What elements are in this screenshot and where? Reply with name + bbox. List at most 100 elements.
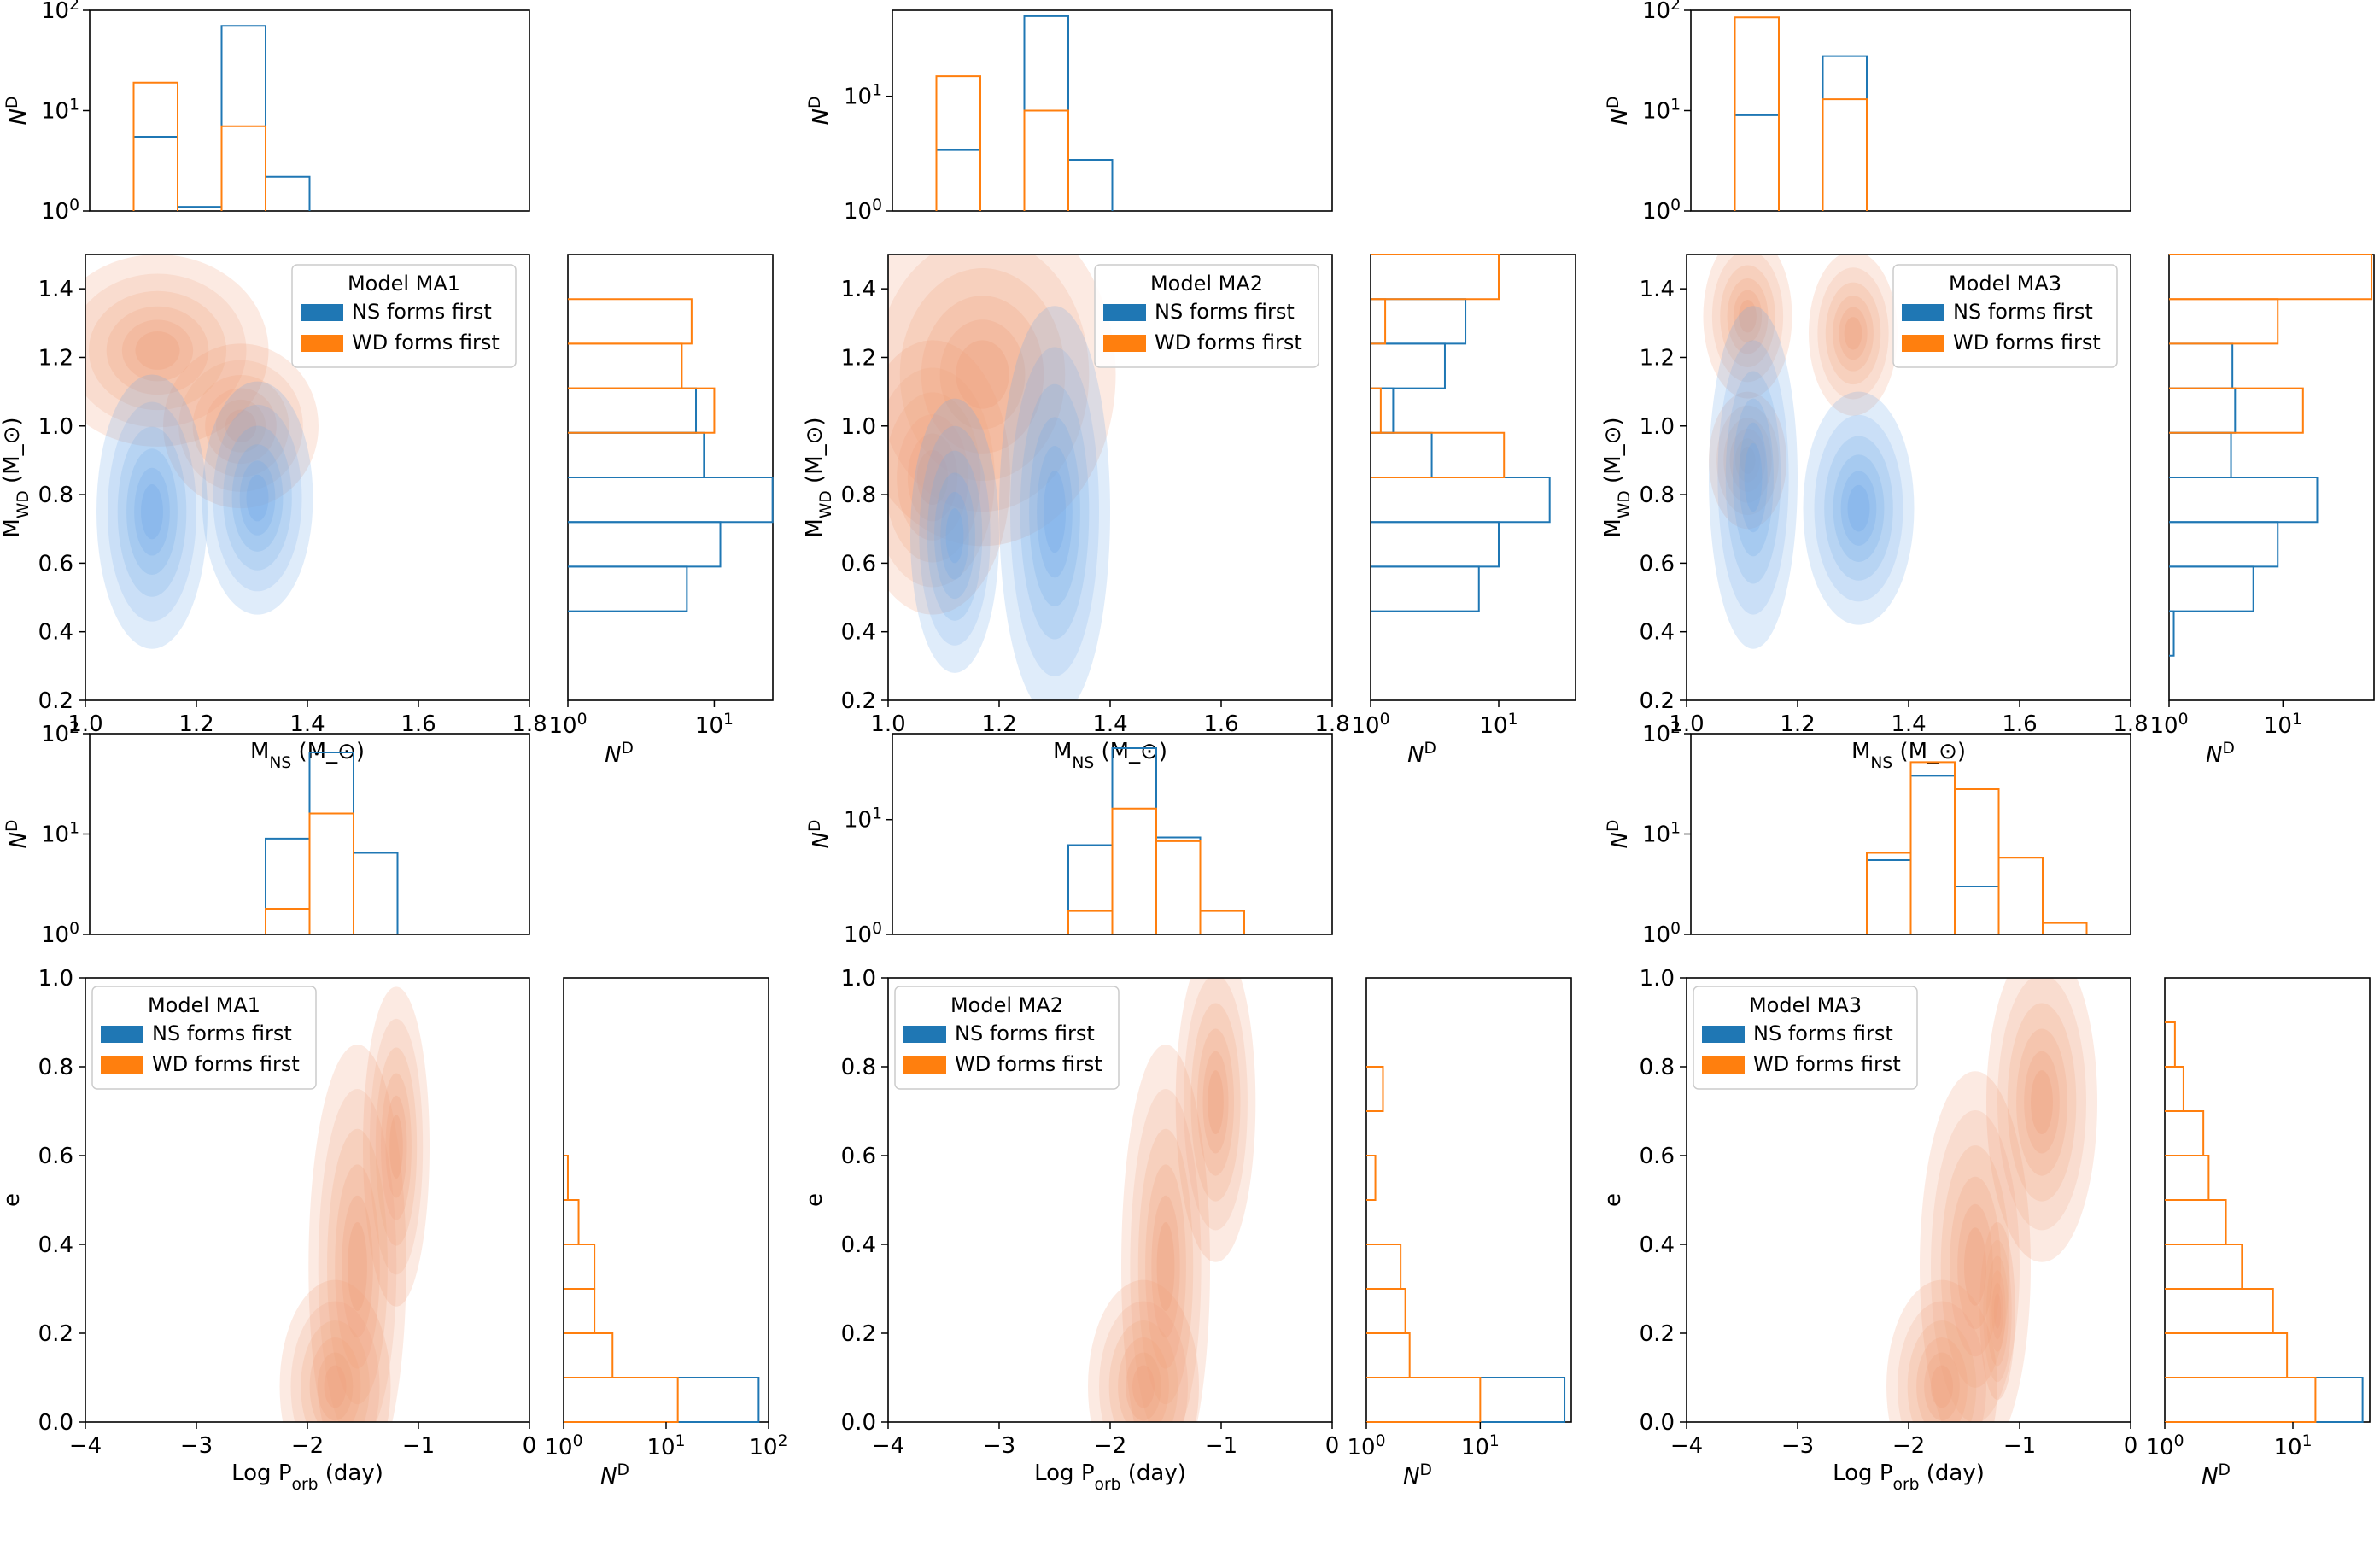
top-y-axis-label: ND (806, 97, 835, 126)
kde-ns-0-level-5 (246, 474, 269, 522)
top-ns-bar-3 (265, 175, 311, 211)
top-y-tick-label: 101 (844, 805, 882, 834)
kde-ns-0-level-2 (223, 425, 292, 571)
kde-layer (1703, 255, 1915, 649)
kde-wd-1-level-1 (178, 360, 303, 492)
kde-wd-1-level-0 (1920, 1071, 2031, 1422)
y-axis-label: e (1600, 1193, 1626, 1207)
y-axis-label: e (802, 1193, 827, 1207)
kde-ns-1-level-3 (1733, 398, 1774, 557)
top-wd-bar-1 (308, 812, 354, 934)
y-tick-label: 0.4 (1640, 1232, 1675, 1258)
legend-ns-swatch (1702, 1026, 1745, 1043)
top-ns-bar-1 (308, 751, 354, 934)
kde-wd-0-level-0 (888, 255, 1116, 547)
kde-wd-2-level-3 (381, 1073, 412, 1220)
kde-wd-0-level-0 (1886, 1279, 1997, 1422)
kde-layer (1886, 978, 2097, 1422)
right-wd-bar-3 (564, 1244, 596, 1290)
kde-ns-0-level-5 (1044, 470, 1066, 553)
kde-wd-0-level-2 (301, 1320, 370, 1422)
kde-ns-0-level-5 (1847, 484, 1870, 532)
kde-wd-1-level-3 (1729, 428, 1766, 492)
kde-wd-0-level-1 (1711, 255, 1784, 383)
kde-wd-0-level-2 (899, 268, 1066, 482)
panel-3-mass: 1.0 1.2 1.4 1.6 1.80.20.40.60.81.01.21.4MNS … (1600, 0, 2375, 772)
top-ns-bar-1 (1909, 775, 1956, 934)
legend-wd-label: WD forms first (1953, 331, 2101, 354)
kde-ns-0-level-1 (1814, 414, 1903, 602)
x-tick-label: 1.2 (1780, 711, 1815, 737)
kde-wd-2-level-0 (1175, 978, 1256, 1262)
kde-wd-1-level-4 (215, 399, 266, 453)
right-x-axis-label: ND (2206, 740, 2235, 769)
right-ns-bar-0 (2169, 610, 2175, 657)
legend-ns-label: NS forms first (1953, 300, 2093, 324)
y-tick-label: 0.6 (1640, 551, 1675, 577)
x-axis-label: MNS (M_⊙) (1851, 739, 1966, 772)
legend-box (291, 264, 517, 368)
kde-ns-1-level-5 (945, 508, 964, 564)
legend-title: Model MA2 (950, 993, 1063, 1017)
kde-ns-1-level-0 (910, 398, 999, 673)
y-axis-label: MWD (M_⊙) (1600, 417, 1634, 537)
kde-wd-3-level-3 (1989, 1270, 2006, 1352)
kde-wd-1-level-3 (897, 414, 968, 541)
legend-ns-swatch (903, 1026, 946, 1043)
right-ns-bar-6 (2169, 342, 2234, 389)
kde-wd-0-level-3 (1916, 1337, 1968, 1422)
right-ns-bar-0 (564, 1377, 760, 1423)
legend-box (91, 986, 317, 1090)
kde-wd-1-level-2 (327, 1128, 388, 1405)
top-wd-bar-0 (1067, 910, 1114, 934)
top-ns-bar-0 (935, 149, 981, 211)
legend-title: Model MA1 (148, 993, 260, 1017)
top-wd-bar-0 (265, 908, 311, 934)
kde-wd-0-level-4 (939, 319, 1026, 430)
kde-wd-2-level-4 (1202, 1051, 1229, 1154)
kde-wd-0-level-2 (1720, 265, 1775, 368)
right-wd-bar-4 (564, 1199, 580, 1245)
right-ns-bar-4 (2169, 431, 2232, 478)
right-wd-bar-0 (2165, 1377, 2317, 1423)
kde-wd-0-level-0 (1703, 255, 1792, 399)
top-wd-bar-3 (1199, 910, 1245, 934)
kde-wd-1-level-4 (1734, 438, 1761, 483)
kde-wd-0-level-1 (1898, 1301, 1986, 1422)
y-tick-label: 0.2 (38, 688, 73, 714)
legend-ns-swatch (1103, 304, 1146, 321)
kde-wd-1-level-2 (1723, 418, 1772, 503)
legend-box (1693, 986, 1918, 1090)
kde-ns-1-level-4 (1739, 422, 1768, 533)
right-ns-bar-3 (1371, 431, 1433, 478)
kde-wd-1-level-3 (335, 1164, 380, 1369)
kde-wd-0-level-1 (290, 1301, 380, 1422)
right-wd-bar-0 (1366, 1377, 1482, 1423)
kde-wd-3-level-1 (1983, 1239, 2012, 1383)
kde-wd-0-level-3 (921, 296, 1044, 454)
kde-wd-3-level-0 (1979, 1222, 2015, 1400)
kde-ns-0-level-2 (1824, 436, 1893, 581)
right-wd-bar-5 (2169, 387, 2304, 434)
right-wd-bar-6 (568, 298, 693, 345)
right-ns-bar-4 (1371, 387, 1395, 434)
x-tick-label: 0 (1325, 1433, 1340, 1459)
y-tick-label: 1.4 (1640, 277, 1675, 302)
kde-wd-1-level-0 (1121, 1045, 1210, 1422)
kde-wd-0-level-5 (956, 340, 1009, 409)
right-x-tick-label: 100 (549, 711, 588, 740)
top-ns-bar-2 (1822, 55, 1868, 211)
y-tick-label: 0.8 (841, 483, 876, 508)
top-y-tick-label: 101 (41, 819, 79, 848)
x-tick-label: −4 (872, 1433, 904, 1459)
right-ns-bar-2 (568, 477, 774, 524)
kde-wd-2-level-3 (1196, 1028, 1235, 1176)
kde-ns-0-level-4 (239, 460, 276, 536)
legend-wd-swatch (301, 335, 343, 352)
right-wd-bar-1 (1366, 1332, 1411, 1378)
kde-wd-2-level-3 (2016, 1028, 2067, 1176)
x-tick-label: −2 (291, 1433, 324, 1459)
top-wd-bar-2 (1155, 840, 1202, 934)
kde-ns-1-level-3 (934, 472, 975, 600)
panel-2-period: −4 −3 −2 −1 0 0.0 0.2 0.4 0.6 0.8 1.0 Log Porb (day… (802, 733, 1572, 1494)
